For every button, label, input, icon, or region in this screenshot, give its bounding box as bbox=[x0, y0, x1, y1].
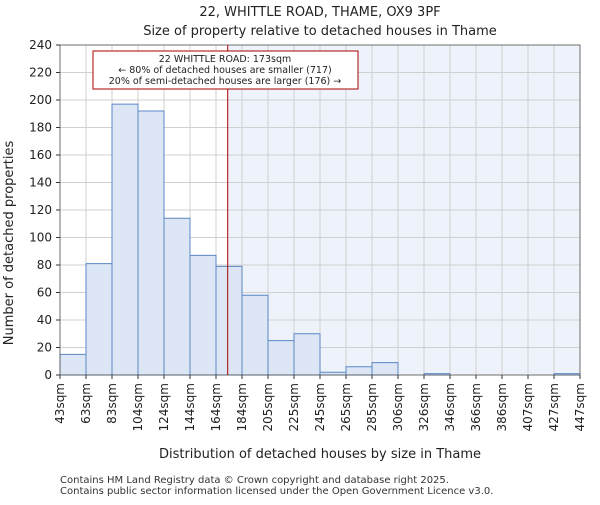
x-axis-label: Distribution of detached houses by size … bbox=[159, 447, 481, 462]
x-tick-label: 366sqm bbox=[469, 383, 483, 431]
annotation-border bbox=[92, 50, 359, 90]
y-axis-label: Number of detached properties bbox=[2, 141, 17, 346]
bar-225sqm bbox=[293, 333, 321, 376]
x-tick-label: 124sqm bbox=[157, 383, 171, 431]
x-tick-label: 326sqm bbox=[417, 383, 431, 431]
chart-title: 22, WHITTLE ROAD, THAME, OX9 3PF bbox=[199, 5, 440, 20]
y-tick-label: 60 bbox=[37, 286, 52, 300]
y-tick-label: 40 bbox=[37, 313, 52, 327]
y-tick-label: 200 bbox=[29, 93, 52, 107]
y-tick-label: 80 bbox=[37, 258, 52, 272]
x-tick-label: 144sqm bbox=[183, 383, 197, 431]
annotation-line-3: 20% of semi-detached houses are larger (… bbox=[109, 76, 342, 87]
y-tick-label: 160 bbox=[29, 148, 52, 162]
x-tick-label: 427sqm bbox=[547, 383, 561, 431]
bars-group bbox=[59, 44, 581, 376]
x-tick-label: 225sqm bbox=[287, 383, 301, 431]
bar-265sqm bbox=[345, 366, 373, 376]
bar-205sqm bbox=[267, 340, 295, 376]
x-tick-label: 245sqm bbox=[313, 383, 327, 431]
y-tick-label: 180 bbox=[29, 121, 52, 135]
y-tick-label: 0 bbox=[44, 368, 52, 382]
bar-184sqm bbox=[241, 294, 269, 376]
bar-43sqm bbox=[59, 353, 87, 376]
y-tick-label: 20 bbox=[37, 341, 52, 355]
x-axis-ticks: 43sqm 63sqm 83sqm 104sqm 124sqm 144sqm 164sqm 1… bbox=[53, 375, 587, 431]
bar-245sqm bbox=[319, 371, 347, 376]
x-tick-label: 265sqm bbox=[339, 383, 353, 431]
y-tick-label: 100 bbox=[29, 231, 52, 245]
footer-line-1: Contains HM Land Registry data © Crown c… bbox=[60, 475, 449, 486]
y-tick-label: 140 bbox=[29, 176, 52, 190]
x-tick-label: 285sqm bbox=[365, 383, 379, 431]
y-tick-label: 120 bbox=[29, 203, 52, 217]
y-tick-label: 220 bbox=[29, 66, 52, 80]
bar-144sqm bbox=[189, 254, 217, 376]
x-tick-label: 205sqm bbox=[261, 383, 275, 431]
x-tick-label: 104sqm bbox=[131, 383, 145, 431]
bar-83sqm bbox=[111, 103, 139, 376]
x-tick-label: 63sqm bbox=[79, 383, 93, 424]
x-tick-label: 164sqm bbox=[209, 383, 223, 431]
x-tick-label: 447sqm bbox=[573, 383, 587, 431]
bar-164sqm bbox=[215, 265, 243, 376]
bar-63sqm bbox=[85, 263, 113, 376]
y-axis-ticks: 0 20 40 60 80 100 120 140 160 180 200 220 240 bbox=[29, 38, 60, 382]
annotation-box: 22 WHITTLE ROAD: 173sqm ← 80% of detache… bbox=[92, 50, 359, 90]
y-tick-label: 240 bbox=[29, 38, 52, 52]
x-tick-label: 346sqm bbox=[443, 383, 457, 431]
x-tick-label: 83sqm bbox=[105, 383, 119, 424]
footer-line-2: Contains public sector information licen… bbox=[60, 486, 493, 497]
bar-124sqm bbox=[163, 217, 191, 376]
x-tick-label: 184sqm bbox=[235, 383, 249, 431]
x-tick-label: 407sqm bbox=[521, 383, 535, 431]
x-tick-label: 306sqm bbox=[391, 383, 405, 431]
x-tick-label: 386sqm bbox=[495, 383, 509, 431]
annotation-line-2: ← 80% of detached houses are smaller (71… bbox=[118, 65, 331, 76]
bar-285sqm bbox=[371, 362, 399, 376]
annotation-line-1: 22 WHITTLE ROAD: 173sqm bbox=[159, 54, 292, 65]
chart-subtitle: Size of property relative to detached ho… bbox=[143, 24, 497, 39]
x-tick-label: 43sqm bbox=[53, 383, 67, 424]
bar-104sqm bbox=[137, 110, 165, 376]
